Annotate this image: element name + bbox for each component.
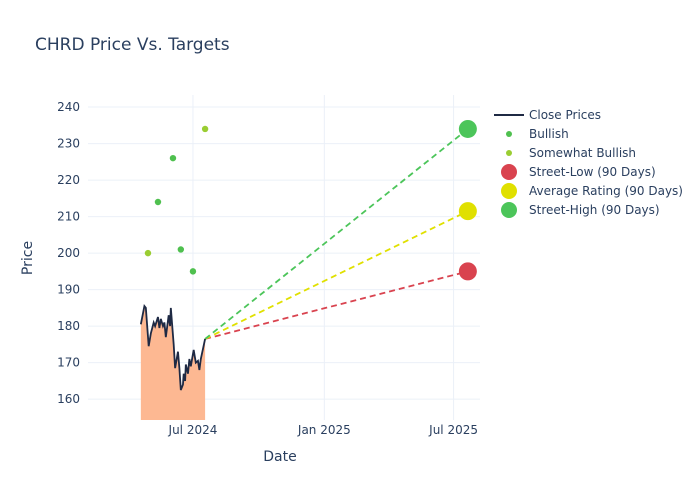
legend-item-label: Average Rating (90 Days) [529, 184, 683, 198]
rating-point [201, 125, 209, 133]
close-price-line [139, 303, 206, 391]
y-tick-label: 160 [57, 392, 80, 406]
y-tick-label: 240 [57, 100, 80, 114]
y-tick-label: 200 [57, 246, 80, 260]
legend-item-label: Street-High (90 Days) [529, 203, 660, 217]
legend-item-label: Somewhat Bullish [529, 146, 636, 160]
legend-item-label: Street-Low (90 Days) [529, 165, 656, 179]
target-line [204, 270, 469, 340]
rating-point [144, 249, 152, 257]
y-axis-label: Price [20, 241, 36, 275]
x-axis-label: Date [263, 449, 296, 465]
y-tick-label: 220 [57, 173, 80, 187]
legend-marker-icon [501, 164, 517, 180]
y-tick-label: 230 [57, 137, 80, 151]
x-tick-label: Jan 2025 [297, 423, 351, 437]
x-tick-label: Jul 2024 [168, 423, 218, 437]
close-price-fill [140, 306, 206, 420]
legend-marker-icon [506, 150, 512, 156]
legend-marker-icon [506, 131, 512, 137]
close-area [140, 306, 206, 420]
axis-ticks: 160 170 180 190 200 210 220 230 240 Jul 2024 Jan 2… [57, 100, 478, 437]
rating-point [169, 154, 177, 162]
legend-marker-icon [501, 202, 517, 218]
chart-title: CHRD Price Vs. Targets [35, 35, 230, 55]
rating-point [177, 246, 185, 253]
y-tick-label: 190 [57, 283, 80, 297]
target-point [458, 202, 477, 221]
x-tick-label: Jul 2025 [428, 423, 478, 437]
y-tick-label: 210 [57, 210, 80, 224]
legend-item-label: Bullish [529, 127, 569, 141]
target-line [204, 128, 469, 340]
rating-point [189, 268, 197, 275]
target-point [458, 262, 477, 281]
legend-marker-icon [501, 183, 517, 199]
legend[interactable]: Close Prices Bullish Somewhat Bullish Stree… [494, 108, 683, 218]
series-markers [144, 119, 477, 281]
target-line [204, 210, 469, 340]
legend-item-label: Close Prices [529, 108, 601, 122]
rating-point [154, 198, 162, 206]
target-point [458, 119, 477, 138]
y-tick-label: 170 [57, 356, 80, 370]
series-lines [139, 128, 469, 391]
y-tick-label: 180 [57, 319, 80, 333]
